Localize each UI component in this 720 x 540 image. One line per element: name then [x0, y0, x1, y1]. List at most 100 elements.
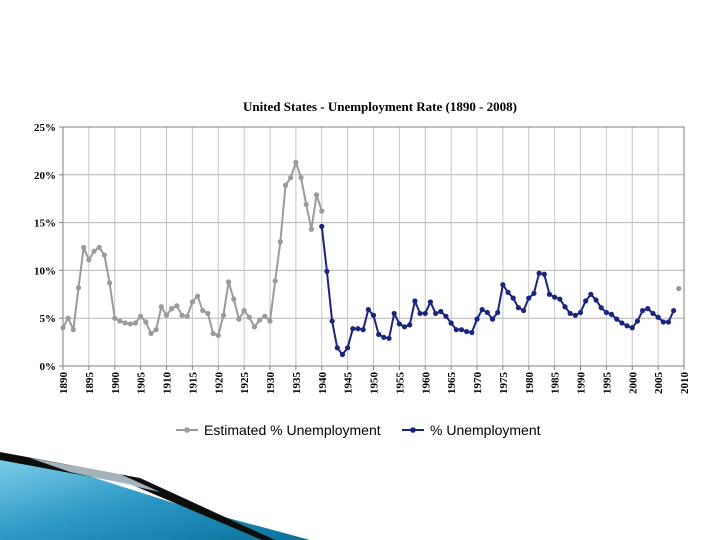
data-point: [75, 285, 82, 291]
x-tick-label: 1925: [239, 372, 251, 395]
x-tick-label: 1890: [58, 372, 70, 395]
data-point: [231, 296, 237, 302]
data-point: [70, 327, 76, 333]
data-point: [184, 313, 190, 319]
series-estimated: [60, 159, 682, 339]
data-point: [386, 335, 392, 341]
data-point: [671, 307, 677, 314]
data-point: [469, 329, 475, 336]
data-point: [660, 319, 666, 325]
data-point: [194, 293, 201, 299]
data-point: [526, 295, 532, 301]
data-point: [106, 280, 113, 286]
data-point: [138, 313, 144, 319]
x-tick-label: 1960: [420, 372, 432, 395]
data-point: [464, 328, 470, 335]
data-point: [458, 327, 465, 333]
data-point: [412, 298, 418, 304]
data-point: [484, 309, 490, 316]
data-point: [603, 309, 609, 316]
data-point: [567, 310, 573, 317]
x-tick-label: 1905: [136, 372, 148, 395]
data-point: [443, 313, 449, 319]
data-point: [665, 319, 672, 325]
data-point: [303, 201, 309, 208]
legend-swatch-marker: [410, 427, 416, 433]
decorative-dark-stroke: [0, 452, 275, 540]
chart-title: United States - Unemployment Rate (1890 …: [243, 99, 517, 114]
data-point: [324, 268, 330, 274]
data-point: [624, 323, 630, 329]
data-point: [495, 309, 501, 316]
data-point: [163, 312, 170, 318]
data-point: [396, 321, 402, 327]
data-point: [438, 308, 444, 315]
data-point: [562, 304, 568, 310]
data-point: [215, 332, 221, 339]
series-group: [60, 159, 682, 358]
data-point: [334, 345, 340, 351]
data-point: [277, 239, 283, 245]
x-tick-label: 1910: [162, 372, 174, 395]
data-point: [500, 282, 506, 288]
data-point: [96, 244, 102, 251]
y-tick-label: 20%: [34, 170, 56, 182]
data-point: [339, 351, 346, 358]
y-tick-label: 0%: [40, 361, 57, 373]
data-point: [189, 299, 195, 305]
data-point: [122, 320, 128, 326]
data-point: [132, 320, 139, 326]
data-point: [200, 307, 206, 314]
data-point: [427, 299, 434, 305]
decorative-teal-band: [0, 455, 310, 540]
data-point: [272, 278, 278, 284]
legend: Estimated % Unemployment % Unemployment: [176, 422, 541, 438]
data-point: [370, 312, 377, 318]
data-point: [329, 318, 335, 324]
data-point: [117, 318, 123, 324]
data-point: [127, 321, 133, 327]
x-tick-label: 1940: [317, 372, 329, 395]
y-axis: 0% 5% 10% 15% 20% 25%: [34, 122, 63, 373]
data-point: [365, 306, 371, 313]
data-point: [541, 271, 547, 277]
data-point: [101, 252, 107, 258]
data-point: [60, 325, 66, 331]
data-point: [629, 325, 635, 331]
data-point: [257, 317, 263, 323]
data-point: [619, 320, 625, 326]
data-point: [614, 316, 620, 322]
data-point: [515, 305, 522, 311]
data-point: [655, 314, 661, 320]
data-point: [282, 182, 289, 188]
data-point: [546, 291, 553, 297]
x-tick-label: 1915: [187, 372, 199, 395]
data-point: [510, 295, 516, 301]
data-point: [319, 208, 325, 214]
x-tick-label: 2000: [627, 372, 639, 395]
data-point: [391, 310, 397, 317]
data-point: [489, 316, 496, 322]
data-point: [298, 175, 304, 181]
decorative-light-stroke: [30, 458, 160, 492]
data-point: [355, 326, 361, 332]
x-tick-label: 1895: [84, 372, 96, 395]
x-tick-label: 1935: [291, 372, 303, 395]
y-tick-label: 15%: [34, 218, 56, 230]
x-tick-label: 1995: [601, 372, 613, 395]
data-point: [81, 244, 87, 251]
data-point: [210, 330, 216, 337]
data-point: [220, 312, 227, 318]
data-point: [479, 306, 485, 313]
data-point: [381, 334, 387, 340]
data-point: [433, 310, 439, 317]
data-point: [640, 307, 646, 314]
data-point: [520, 307, 527, 314]
data-point: [360, 327, 366, 333]
x-tick-label: 1980: [524, 372, 536, 395]
data-point: [350, 326, 356, 332]
data-point: [246, 314, 252, 320]
data-point: [598, 305, 604, 311]
data-point: [650, 310, 656, 317]
